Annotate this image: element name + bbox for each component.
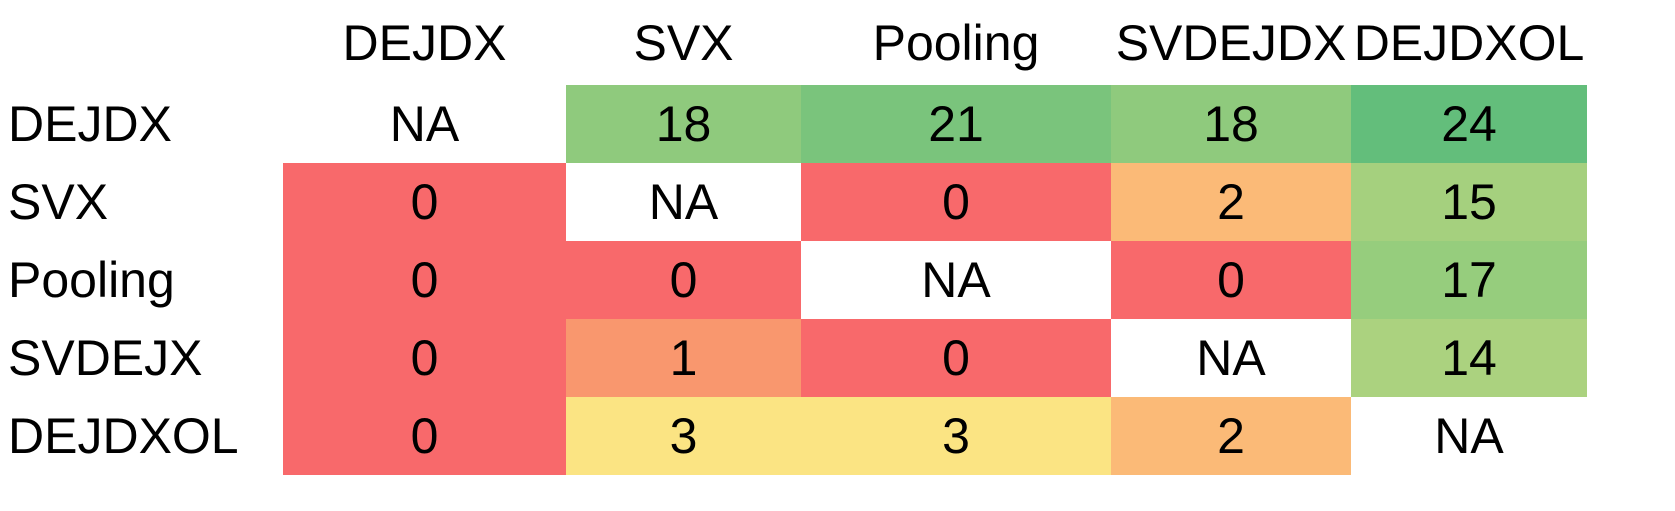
heatmap-cell: NA xyxy=(283,85,566,163)
heatmap-cell: NA xyxy=(1351,397,1587,475)
heatmap-cell: 0 xyxy=(283,397,566,475)
heatmap-cell: 2 xyxy=(1111,397,1351,475)
heatmap-cell: NA xyxy=(1111,319,1351,397)
heatmap-table: DEJDX SVX Pooling SVDEJDX DEJDXOL DEJDX NA 18 2… xyxy=(0,0,1587,475)
row-header-svx: SVX xyxy=(0,163,283,241)
heatmap-cell: NA xyxy=(801,241,1111,319)
heatmap-cell: 0 xyxy=(1111,241,1351,319)
row-header-svdejx: SVDEJX xyxy=(0,319,283,397)
heatmap-cell: 0 xyxy=(283,241,566,319)
table-row: SVDEJX 0 1 0 NA 14 xyxy=(0,319,1587,397)
header-row: DEJDX SVX Pooling SVDEJDX DEJDXOL xyxy=(0,0,1587,85)
heatmap-cell: 15 xyxy=(1351,163,1587,241)
column-header-svx: SVX xyxy=(566,0,801,85)
table-row: DEJDX NA 18 21 18 24 xyxy=(0,85,1587,163)
column-header-dejdx: DEJDX xyxy=(283,0,566,85)
heatmap-cell: 14 xyxy=(1351,319,1587,397)
heatmap-cell: 0 xyxy=(283,319,566,397)
heatmap-cell: 3 xyxy=(566,397,801,475)
heatmap-cell: 17 xyxy=(1351,241,1587,319)
heatmap-cell: NA xyxy=(566,163,801,241)
heatmap-cell: 2 xyxy=(1111,163,1351,241)
heatmap-cell: 0 xyxy=(801,163,1111,241)
table-row: SVX 0 NA 0 2 15 xyxy=(0,163,1587,241)
table-row: Pooling 0 0 NA 0 17 xyxy=(0,241,1587,319)
column-header-dejdxol: DEJDXOL xyxy=(1351,0,1587,85)
heatmap-cell: 3 xyxy=(801,397,1111,475)
heatmap-cell: 21 xyxy=(801,85,1111,163)
heatmap-cell: 18 xyxy=(566,85,801,163)
column-header-pooling: Pooling xyxy=(801,0,1111,85)
table-row: DEJDXOL 0 3 3 2 NA xyxy=(0,397,1587,475)
row-header-dejdx: DEJDX xyxy=(0,85,283,163)
column-header-svdejdx: SVDEJDX xyxy=(1111,0,1351,85)
heatmap-cell: 24 xyxy=(1351,85,1587,163)
corner-cell xyxy=(0,0,283,85)
row-header-pooling: Pooling xyxy=(0,241,283,319)
heatmap-cell: 0 xyxy=(283,163,566,241)
row-header-dejdxol: DEJDXOL xyxy=(0,397,283,475)
heatmap-cell: 0 xyxy=(801,319,1111,397)
heatmap-cell: 1 xyxy=(566,319,801,397)
heatmap-cell: 18 xyxy=(1111,85,1351,163)
heatmap-cell: 0 xyxy=(566,241,801,319)
